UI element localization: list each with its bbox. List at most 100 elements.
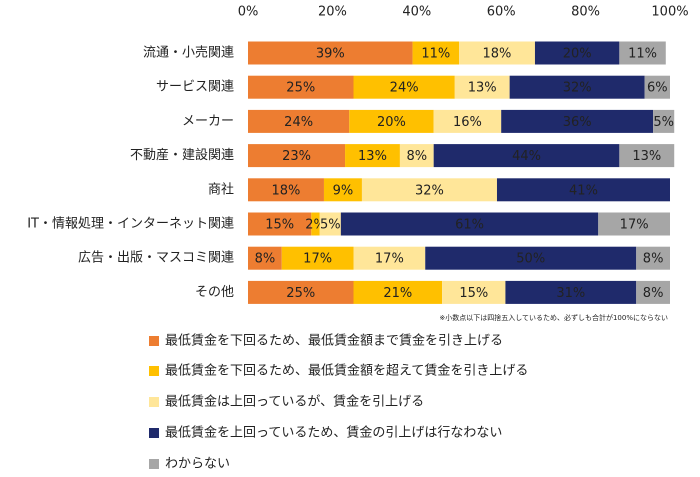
bar-segment: [454, 75, 510, 99]
data-label: 25%: [286, 286, 315, 301]
legend-swatch: [149, 459, 159, 469]
bar-segment: [598, 212, 670, 236]
data-label: 18%: [272, 183, 301, 198]
bar-segment: [248, 75, 354, 99]
legend-swatch: [149, 336, 159, 346]
legend-label: 最低賃金を下回るため、最低賃金額を超えて賃金を引き上げる: [165, 363, 528, 379]
data-label: 17%: [303, 252, 332, 267]
legend-label: 最低賃金は上回っているが、賃金を引上げる: [165, 394, 424, 410]
data-label: 23%: [282, 149, 311, 164]
data-label: 5%: [653, 115, 674, 130]
data-label: 17%: [375, 252, 404, 267]
bar-segment: [425, 246, 637, 270]
bar-segment: [399, 144, 434, 168]
bar-segment: [619, 41, 666, 65]
data-label: 13%: [632, 149, 661, 164]
data-label: 11%: [421, 47, 450, 62]
data-label: 17%: [620, 218, 649, 233]
y-tick-label: サービス関連: [156, 80, 234, 95]
bar-segment: [534, 41, 620, 65]
bar-segment: [248, 41, 413, 65]
bar-segment: [248, 144, 346, 168]
bar-segment: [636, 246, 670, 270]
legend-label: わからない: [165, 457, 230, 472]
data-label: 11%: [628, 47, 657, 62]
data-label: 24%: [284, 115, 313, 130]
x-tick-label: 0%: [238, 5, 259, 20]
data-label: 16%: [453, 115, 482, 130]
data-label: 25%: [286, 81, 315, 96]
bar-segment: [340, 212, 599, 236]
bar-segment: [636, 280, 670, 304]
x-tick-label: 20%: [318, 5, 347, 20]
data-label: 8%: [643, 252, 664, 267]
data-label: 8%: [643, 286, 664, 301]
data-label: 18%: [483, 47, 512, 62]
data-label: 32%: [563, 81, 592, 96]
bar-segment: [349, 109, 434, 133]
data-label: 20%: [377, 115, 406, 130]
bar-segment: [505, 280, 637, 304]
y-tick-label: メーカー: [182, 114, 234, 129]
x-tick-label: 100%: [651, 5, 688, 20]
data-label: 8%: [406, 149, 427, 164]
y-tick-label: IT・情報処理・インターネット関連: [27, 217, 234, 232]
bar-segment: [248, 178, 324, 202]
data-label: 32%: [415, 183, 444, 198]
bar-segment: [319, 212, 341, 236]
bar-segment: [248, 246, 282, 270]
note: ※小数点以下は四捨五入しているため、必ずしも合計が100%にならない: [439, 313, 668, 322]
data-label: 31%: [556, 286, 585, 301]
bar-segment: [353, 280, 443, 304]
x-tick-label: 80%: [571, 5, 600, 20]
data-label: 15%: [265, 218, 294, 233]
bar-segment: [353, 75, 455, 99]
data-label: 8%: [255, 252, 276, 267]
bar-segment: [311, 212, 320, 236]
y-tick-label: その他: [195, 285, 234, 300]
y-tick-label: 広告・出版・マスコミ関連: [78, 251, 234, 266]
data-label: 41%: [569, 183, 598, 198]
data-label: 24%: [390, 81, 419, 96]
bar-segment: [248, 109, 350, 133]
bar-segment: [361, 178, 497, 202]
x-tick-label: 40%: [402, 5, 431, 20]
bar-segment: [353, 246, 426, 270]
data-label: 20%: [563, 47, 592, 62]
bar-segment: [619, 144, 675, 168]
bar-segment: [653, 109, 675, 133]
y-tick-label: 商社: [208, 181, 234, 197]
bar-segment: [248, 212, 312, 236]
bar-segment: [248, 280, 354, 304]
bar-segment: [442, 280, 506, 304]
data-label: 39%: [316, 47, 345, 62]
bar-segment: [644, 75, 670, 99]
data-label: 50%: [516, 252, 545, 267]
bar-segment: [433, 109, 502, 133]
bar-segment: [345, 144, 400, 168]
data-label: 15%: [459, 286, 488, 301]
bar-segment: [509, 75, 645, 99]
legend-swatch: [149, 428, 159, 438]
x-tick-label: 60%: [487, 5, 516, 20]
data-label: 44%: [512, 149, 541, 164]
data-label: 21%: [383, 286, 412, 301]
bar-segment: [433, 144, 620, 168]
legend-label: 最低賃金を上回っているため、賃金の引上げは行なわない: [165, 425, 502, 441]
legend-label: 最低賃金を下回るため、最低賃金額まで賃金を引き上げる: [165, 333, 503, 349]
bar-segment: [496, 178, 670, 202]
data-label: 6%: [647, 81, 668, 96]
bar-segment: [281, 246, 354, 270]
data-label: 5%: [320, 218, 341, 233]
data-label: 13%: [468, 81, 497, 96]
data-label: 13%: [358, 149, 387, 164]
bar-segment: [412, 41, 459, 65]
data-label: 36%: [563, 115, 592, 130]
legend-swatch: [149, 366, 159, 376]
data-label: 61%: [455, 218, 484, 233]
y-tick-label: 不動産・建設関連: [130, 147, 234, 163]
bar-segment: [323, 178, 362, 202]
data-label: 9%: [333, 183, 354, 198]
legend-swatch: [149, 397, 159, 407]
